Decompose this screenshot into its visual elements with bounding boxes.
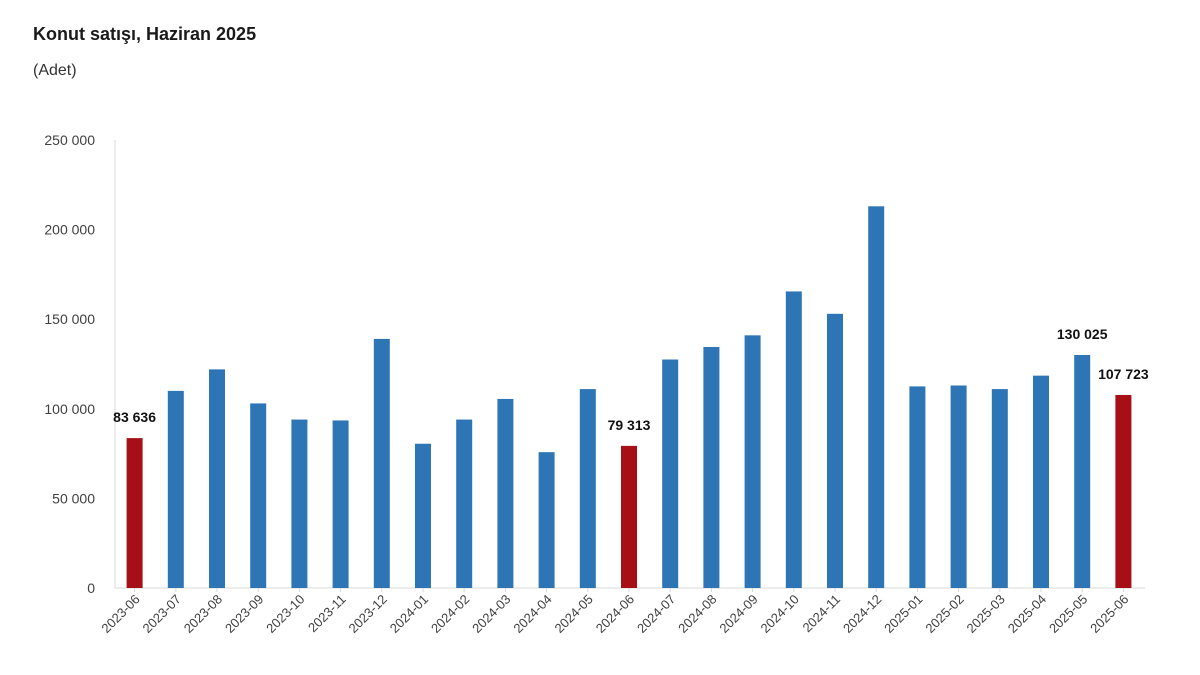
x-tick-label: 2024-08 — [675, 592, 719, 636]
x-tick-label: 2023-08 — [181, 592, 225, 636]
y-tick-label: 0 — [87, 580, 95, 596]
bar-2025-01 — [909, 386, 926, 588]
y-tick-label: 250 000 — [44, 132, 95, 148]
y-tick-label: 100 000 — [44, 401, 95, 417]
bar-2024-09 — [744, 335, 761, 588]
bar-2024-11 — [827, 313, 843, 588]
bar-2025-06 — [1115, 394, 1132, 588]
bar-2023-06 — [126, 438, 143, 588]
x-tick-label: 2023-09 — [222, 592, 266, 636]
data-label: 83 636 — [113, 409, 156, 425]
data-label: 130 025 — [1057, 326, 1108, 342]
bar-2024-02 — [456, 419, 473, 588]
x-tick-label: 2024-02 — [428, 592, 472, 636]
x-tick-label: 2024-12 — [840, 592, 884, 636]
bar-2023-09 — [250, 403, 267, 588]
bar-2024-07 — [662, 359, 679, 588]
bar-2025-03 — [991, 389, 1008, 588]
x-tick-label: 2024-07 — [634, 592, 678, 636]
bar-2024-08 — [703, 346, 720, 588]
bar-2023-10 — [291, 419, 308, 588]
x-tick-label: 2024-01 — [387, 592, 431, 636]
x-tick-label: 2023-11 — [305, 592, 349, 636]
bar-2024-01 — [415, 443, 431, 588]
x-tick-label: 2024-05 — [552, 592, 596, 636]
bar-2023-11 — [332, 420, 349, 588]
bar-2025-05 — [1074, 354, 1091, 588]
y-tick-label: 50 000 — [52, 490, 95, 506]
x-tick-label: 2024-11 — [799, 592, 843, 636]
x-tick-label: 2025-01 — [881, 592, 925, 636]
data-label: 107 723 — [1098, 366, 1149, 382]
data-label: 79 313 — [608, 417, 651, 433]
x-tick-label: 2024-04 — [510, 592, 554, 636]
bar-2025-04 — [1033, 375, 1049, 588]
chart-title: Konut satışı, Haziran 2025 — [33, 24, 257, 44]
bar-2023-08 — [209, 369, 225, 588]
bar-2024-05 — [579, 389, 596, 588]
x-tick-label: 2023-06 — [98, 592, 142, 636]
x-tick-label: 2023-07 — [140, 592, 184, 636]
x-tick-label: 2025-06 — [1087, 592, 1131, 636]
bar-2024-10 — [785, 291, 802, 588]
bar-2023-12 — [373, 338, 390, 588]
x-tick-label: 2023-12 — [346, 592, 390, 636]
bar-2024-12 — [868, 206, 885, 588]
bar-2024-06 — [621, 445, 637, 588]
x-tick-label: 2025-05 — [1046, 592, 1090, 636]
bar-2024-03 — [497, 398, 514, 588]
x-tick-label: 2025-04 — [1005, 592, 1049, 636]
x-tick-label: 2024-06 — [593, 592, 637, 636]
x-tick-label: 2025-03 — [964, 592, 1008, 636]
x-tick-label: 2024-10 — [758, 592, 802, 636]
chart-subtitle: (Adet) — [33, 62, 77, 79]
x-tick-label: 2024-09 — [716, 592, 760, 636]
bar-2023-07 — [167, 390, 184, 588]
bar-2024-04 — [538, 452, 555, 588]
y-tick-label: 150 000 — [44, 311, 95, 327]
bar-2025-02 — [950, 385, 967, 588]
x-tick-label: 2023-10 — [263, 592, 307, 636]
y-tick-label: 200 000 — [44, 222, 95, 238]
x-tick-label: 2024-03 — [469, 592, 513, 636]
x-tick-label: 2025-02 — [922, 592, 966, 636]
